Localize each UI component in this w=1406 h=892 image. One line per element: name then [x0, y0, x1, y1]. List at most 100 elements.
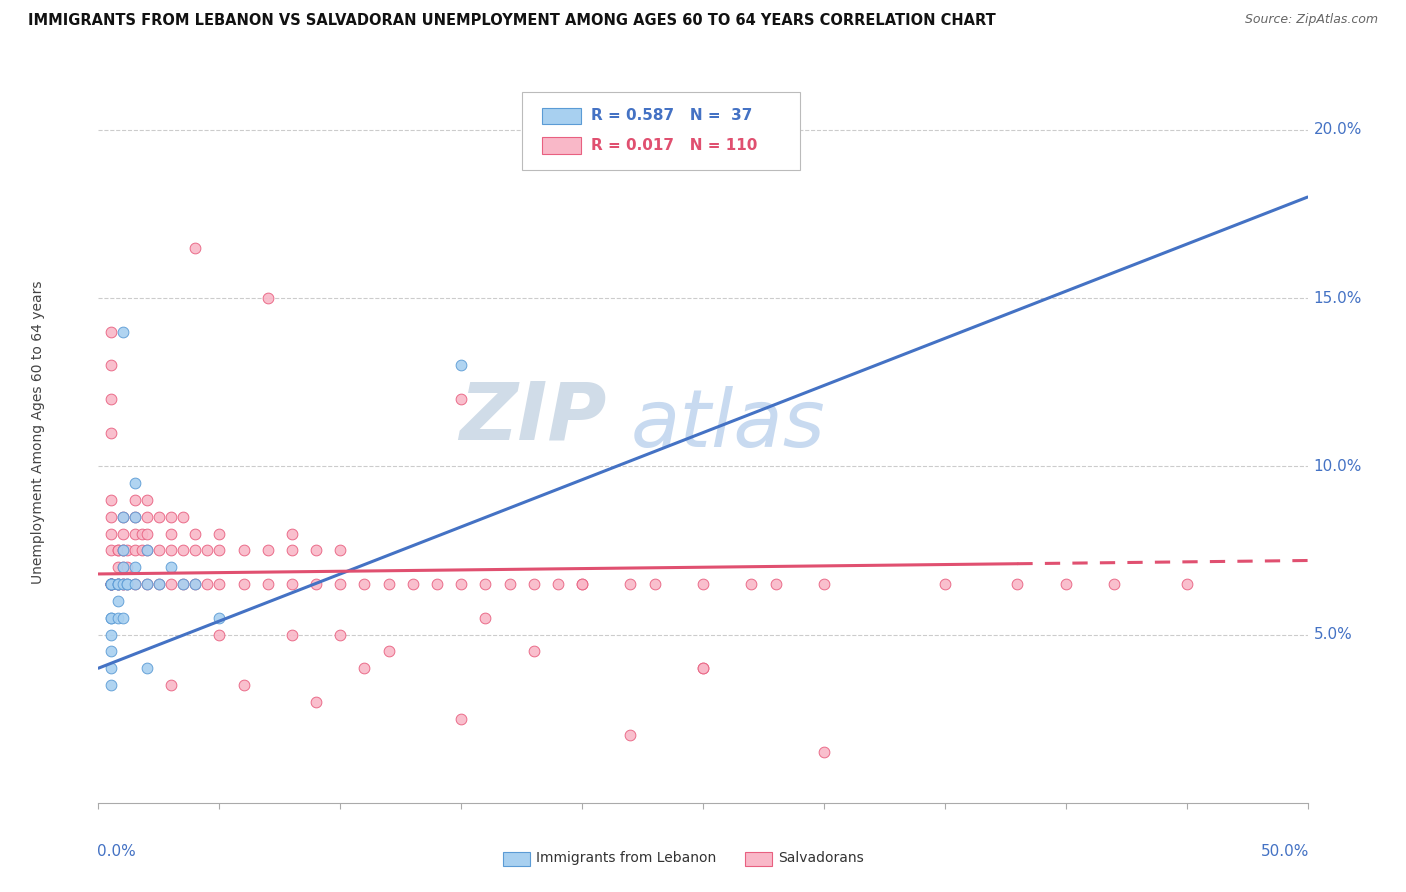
- Point: [124, 509, 146, 524]
- Point: [740, 577, 762, 591]
- Point: [353, 577, 375, 591]
- Point: [107, 577, 129, 591]
- Point: [160, 560, 183, 574]
- Point: [111, 610, 134, 624]
- Point: [111, 577, 134, 591]
- Point: [131, 543, 153, 558]
- Point: [100, 627, 122, 641]
- Point: [100, 577, 122, 591]
- Point: [107, 577, 129, 591]
- Point: [184, 240, 207, 255]
- Point: [474, 577, 496, 591]
- Point: [329, 627, 352, 641]
- Point: [184, 543, 207, 558]
- Point: [111, 509, 134, 524]
- Point: [111, 577, 134, 591]
- Point: [692, 661, 714, 675]
- Point: [107, 543, 129, 558]
- Point: [117, 577, 139, 591]
- Point: [111, 509, 134, 524]
- Text: R = 0.587   N =  37: R = 0.587 N = 37: [591, 108, 752, 123]
- Point: [100, 543, 122, 558]
- Point: [353, 661, 375, 675]
- Point: [100, 577, 122, 591]
- Point: [111, 543, 134, 558]
- Point: [232, 543, 254, 558]
- Point: [256, 543, 278, 558]
- Point: [111, 325, 134, 339]
- Text: 5.0%: 5.0%: [1313, 627, 1353, 642]
- Point: [111, 526, 134, 541]
- Point: [232, 678, 254, 692]
- Point: [305, 577, 328, 591]
- Point: [450, 359, 472, 373]
- Point: [305, 543, 328, 558]
- Point: [692, 577, 714, 591]
- Point: [184, 577, 207, 591]
- Point: [100, 577, 122, 591]
- Point: [195, 577, 218, 591]
- Point: [160, 509, 183, 524]
- Point: [765, 577, 787, 591]
- Text: ZIP: ZIP: [458, 379, 606, 457]
- Point: [124, 492, 146, 507]
- Point: [208, 627, 231, 641]
- Point: [208, 610, 231, 624]
- Point: [160, 577, 183, 591]
- Point: [523, 577, 546, 591]
- Point: [100, 610, 122, 624]
- Point: [281, 543, 304, 558]
- Point: [100, 492, 122, 507]
- Point: [124, 543, 146, 558]
- Point: [100, 425, 122, 440]
- Point: [117, 577, 139, 591]
- Point: [135, 509, 157, 524]
- Point: [172, 509, 194, 524]
- Text: 0.0%: 0.0%: [97, 844, 136, 858]
- Point: [184, 577, 207, 591]
- Point: [281, 526, 304, 541]
- Point: [172, 543, 194, 558]
- Point: [329, 543, 352, 558]
- Point: [124, 509, 146, 524]
- Point: [329, 577, 352, 591]
- Point: [195, 543, 218, 558]
- Point: [124, 526, 146, 541]
- Point: [148, 577, 170, 591]
- Point: [281, 627, 304, 641]
- Point: [523, 644, 546, 658]
- Point: [124, 560, 146, 574]
- Point: [160, 678, 183, 692]
- Point: [111, 543, 134, 558]
- Point: [498, 577, 520, 591]
- Point: [100, 577, 122, 591]
- Point: [107, 610, 129, 624]
- Point: [117, 543, 139, 558]
- Point: [305, 695, 328, 709]
- Point: [100, 577, 122, 591]
- Bar: [745, 853, 772, 866]
- Point: [644, 577, 666, 591]
- Point: [1054, 577, 1077, 591]
- Point: [107, 560, 129, 574]
- Point: [135, 492, 157, 507]
- Point: [692, 139, 714, 153]
- Point: [256, 577, 278, 591]
- Text: Immigrants from Lebanon: Immigrants from Lebanon: [536, 851, 717, 865]
- Point: [100, 661, 122, 675]
- Point: [172, 577, 194, 591]
- Point: [100, 325, 122, 339]
- Point: [160, 526, 183, 541]
- Bar: [503, 853, 530, 866]
- Point: [107, 577, 129, 591]
- Point: [100, 610, 122, 624]
- Point: [117, 560, 139, 574]
- Point: [402, 577, 425, 591]
- Point: [100, 577, 122, 591]
- Bar: [543, 137, 581, 153]
- Point: [100, 577, 122, 591]
- Point: [208, 526, 231, 541]
- Text: Unemployment Among Ages 60 to 64 years: Unemployment Among Ages 60 to 64 years: [31, 281, 45, 584]
- Point: [256, 291, 278, 305]
- Point: [571, 577, 593, 591]
